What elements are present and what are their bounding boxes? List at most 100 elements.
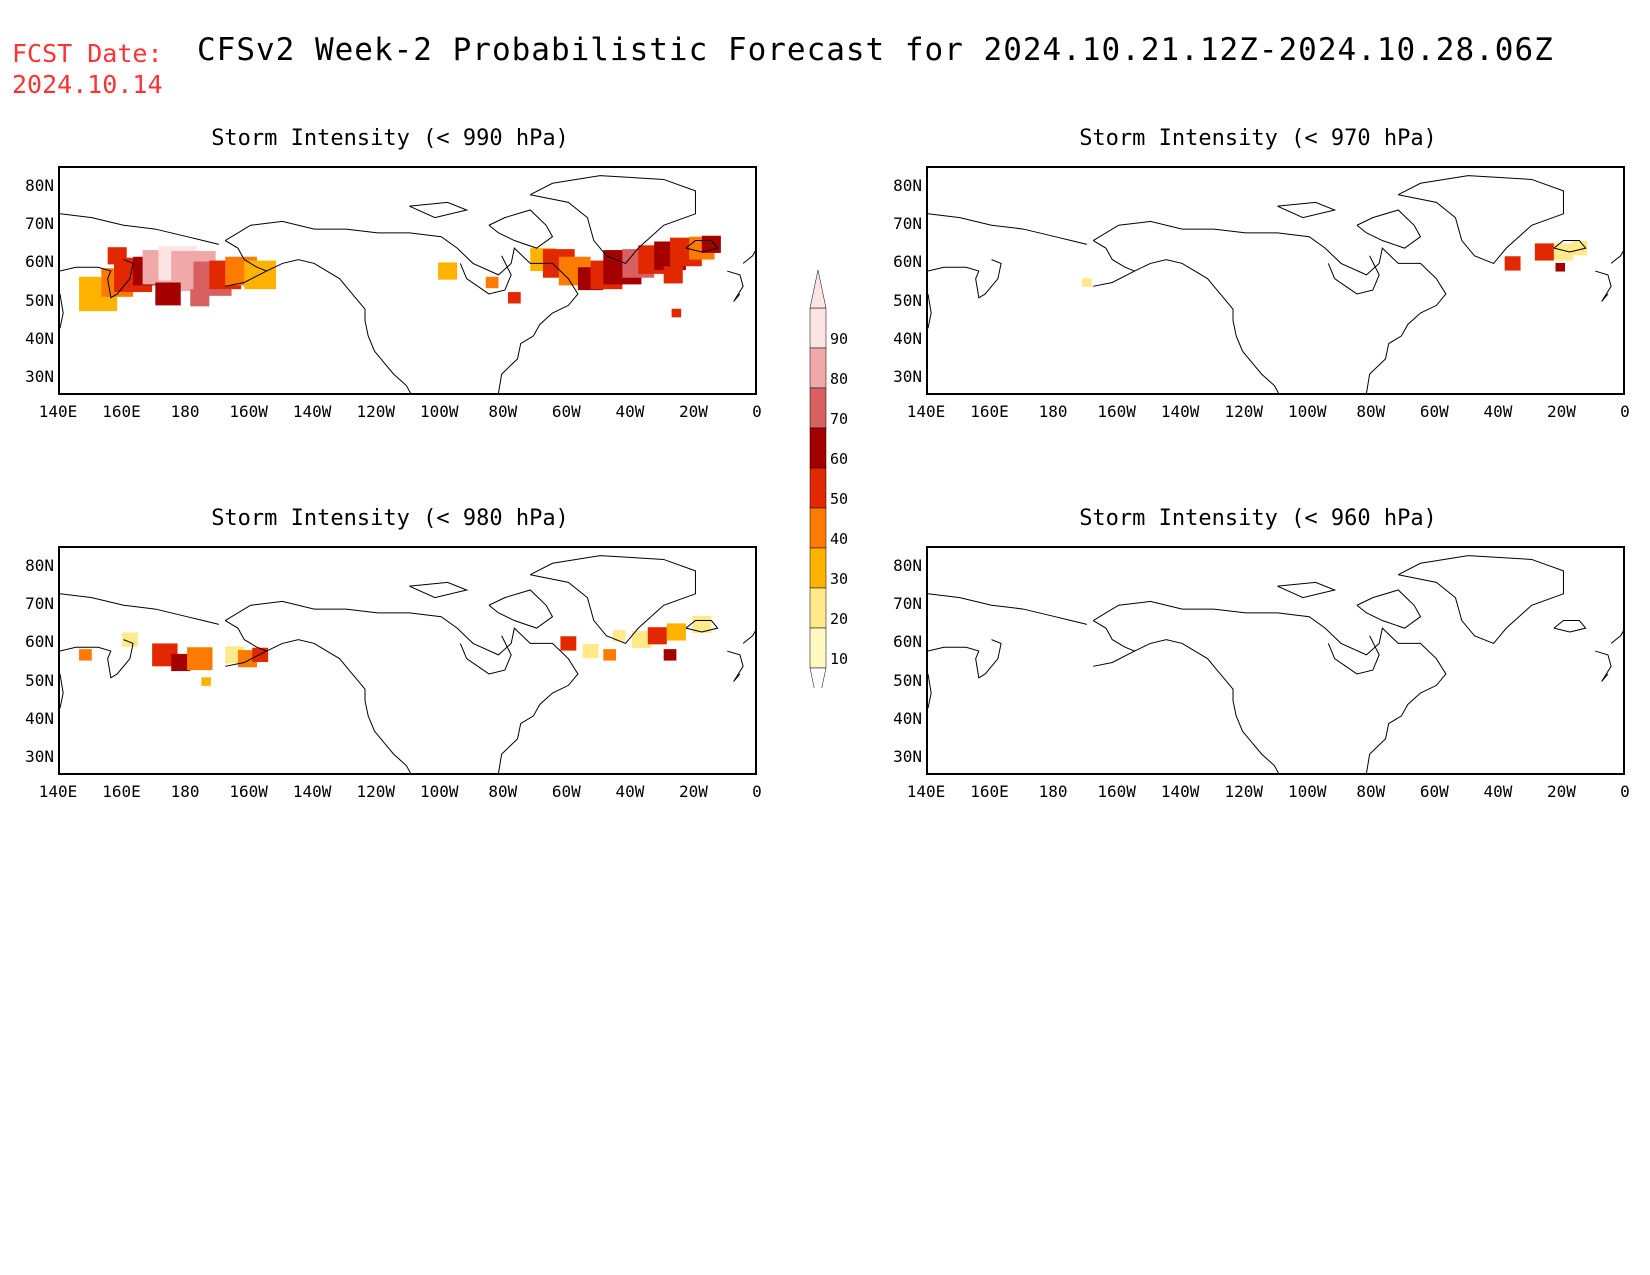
lat-tick-label: 80N — [25, 556, 54, 576]
coastline — [60, 639, 134, 679]
colorbar-level-label: 40 — [830, 530, 849, 548]
lat-tick-label: 40N — [893, 708, 922, 728]
coastline — [727, 270, 744, 302]
coastline — [409, 581, 469, 599]
coastline — [459, 255, 512, 295]
coastline — [224, 220, 579, 393]
coastline — [266, 639, 412, 773]
probability-cell — [1504, 256, 1521, 271]
probability-cell — [631, 631, 651, 649]
probability-cell — [121, 632, 138, 647]
coastline — [1398, 555, 1564, 645]
lat-tick-label: 50N — [25, 290, 54, 310]
lon-tick-label: 80W — [488, 402, 518, 421]
coastline — [1356, 209, 1422, 249]
coastline — [60, 673, 64, 709]
probability-cell — [663, 266, 683, 284]
lon-tick-label: 160E — [102, 782, 141, 801]
coastline — [742, 250, 755, 264]
lon-tick-label: 20W — [679, 782, 708, 801]
lat-tick-label: 30N — [25, 746, 54, 766]
probability-cell — [201, 677, 211, 686]
lon-tick-label: 0 — [1620, 782, 1630, 801]
panel-990: Storm Intensity (< 990 hPa) 80N 70N 60N 50N 4… — [10, 126, 850, 426]
lon-tick-label: 100W — [1288, 402, 1327, 421]
coastline — [60, 293, 64, 329]
lon-tick-label: 60W — [1419, 402, 1449, 421]
coastline — [60, 593, 219, 625]
lon-tick-label: 40W — [615, 782, 645, 801]
colorbar-level-label: 30 — [830, 570, 849, 588]
probability-cell — [582, 643, 599, 659]
colorbar-level-label: 70 — [830, 410, 849, 428]
probability-cell — [671, 308, 682, 318]
coastline — [488, 589, 554, 629]
coastline — [459, 635, 512, 675]
lat-tick-label: 50N — [893, 290, 922, 310]
lon-tick-label: 40W — [615, 402, 645, 421]
coastline — [1092, 620, 1136, 667]
coastline — [1327, 255, 1380, 295]
lat-tick-label: 70N — [893, 594, 922, 614]
lon-tick-label: 40W — [1483, 782, 1513, 801]
lat-tick-label: 60N — [893, 252, 922, 272]
lat-tick-label: 50N — [893, 670, 922, 690]
lon-tick-label: 160E — [970, 402, 1009, 421]
panel-980: Storm Intensity (< 980 hPa) 80N 70N 60N 50N 4… — [10, 506, 850, 806]
lon-tick-label: 140E — [906, 402, 946, 421]
coastline — [928, 639, 1002, 679]
colorbar-top-arrow — [809, 269, 827, 309]
lon-tick-label: 160W — [1097, 782, 1136, 801]
probability-cell — [1555, 262, 1566, 272]
forecast-date-block: FCST Date: 2024.10.14 — [12, 38, 163, 100]
colorbar-level-label: 20 — [830, 610, 849, 628]
coastline — [224, 600, 579, 773]
lon-tick-label: 60W — [551, 402, 581, 421]
lat-tick-label: 30N — [893, 366, 922, 386]
colorbar-segment — [809, 347, 827, 389]
coastline — [1092, 220, 1447, 393]
colorbar-level-label: 60 — [830, 450, 849, 468]
map-plot-area — [58, 546, 757, 775]
probability-cell — [152, 643, 178, 667]
lat-tick-label: 40N — [25, 328, 54, 348]
probability-cell — [79, 649, 92, 661]
lat-tick-label: 70N — [893, 214, 922, 234]
lat-tick-label: 60N — [893, 632, 922, 652]
colorbar-segment — [809, 307, 827, 349]
lon-tick-label: 100W — [1288, 782, 1327, 801]
map-svg — [928, 175, 1623, 393]
lon-tick-label: 80W — [488, 782, 518, 801]
lon-tick-label: 140W — [1160, 402, 1200, 421]
colorbar-segment — [809, 427, 827, 469]
lon-tick-label: 140E — [38, 402, 78, 421]
lat-tick-label: 80N — [893, 176, 922, 196]
probability-cell — [603, 649, 617, 661]
coastline — [1277, 581, 1337, 599]
colorbar-segment — [809, 387, 827, 429]
lon-tick-label: 140E — [906, 782, 946, 801]
probability-cell — [438, 262, 458, 280]
coastline — [1134, 639, 1280, 773]
coastline — [727, 650, 744, 682]
probability-cell — [190, 289, 210, 307]
probability-cell — [155, 282, 181, 306]
panel-title: Storm Intensity (< 980 hPa) — [211, 506, 569, 531]
coastline — [530, 175, 696, 265]
coastline — [1595, 650, 1612, 682]
colorbar-segment — [809, 587, 827, 629]
coastline — [1356, 589, 1422, 629]
lon-tick-label: 120W — [1224, 782, 1263, 801]
panel-960: Storm Intensity (< 960 hPa) 80N 70N 60N 50N 4… — [878, 506, 1650, 806]
probability-cell — [107, 247, 127, 265]
coastline — [685, 620, 719, 633]
lon-tick-label: 160E — [102, 402, 141, 421]
coastline — [1553, 620, 1587, 633]
panel-970: Storm Intensity (< 970 hPa) 80N 70N 60N 50N 4… — [878, 126, 1650, 426]
lon-tick-label: 0 — [752, 402, 762, 421]
main-title: CFSv2 Week-2 Probabilistic Forecast for … — [197, 32, 1554, 68]
probability-cell — [485, 276, 499, 289]
probability-cell — [663, 649, 677, 661]
coastline — [928, 673, 932, 709]
lon-tick-label: 100W — [420, 402, 459, 421]
